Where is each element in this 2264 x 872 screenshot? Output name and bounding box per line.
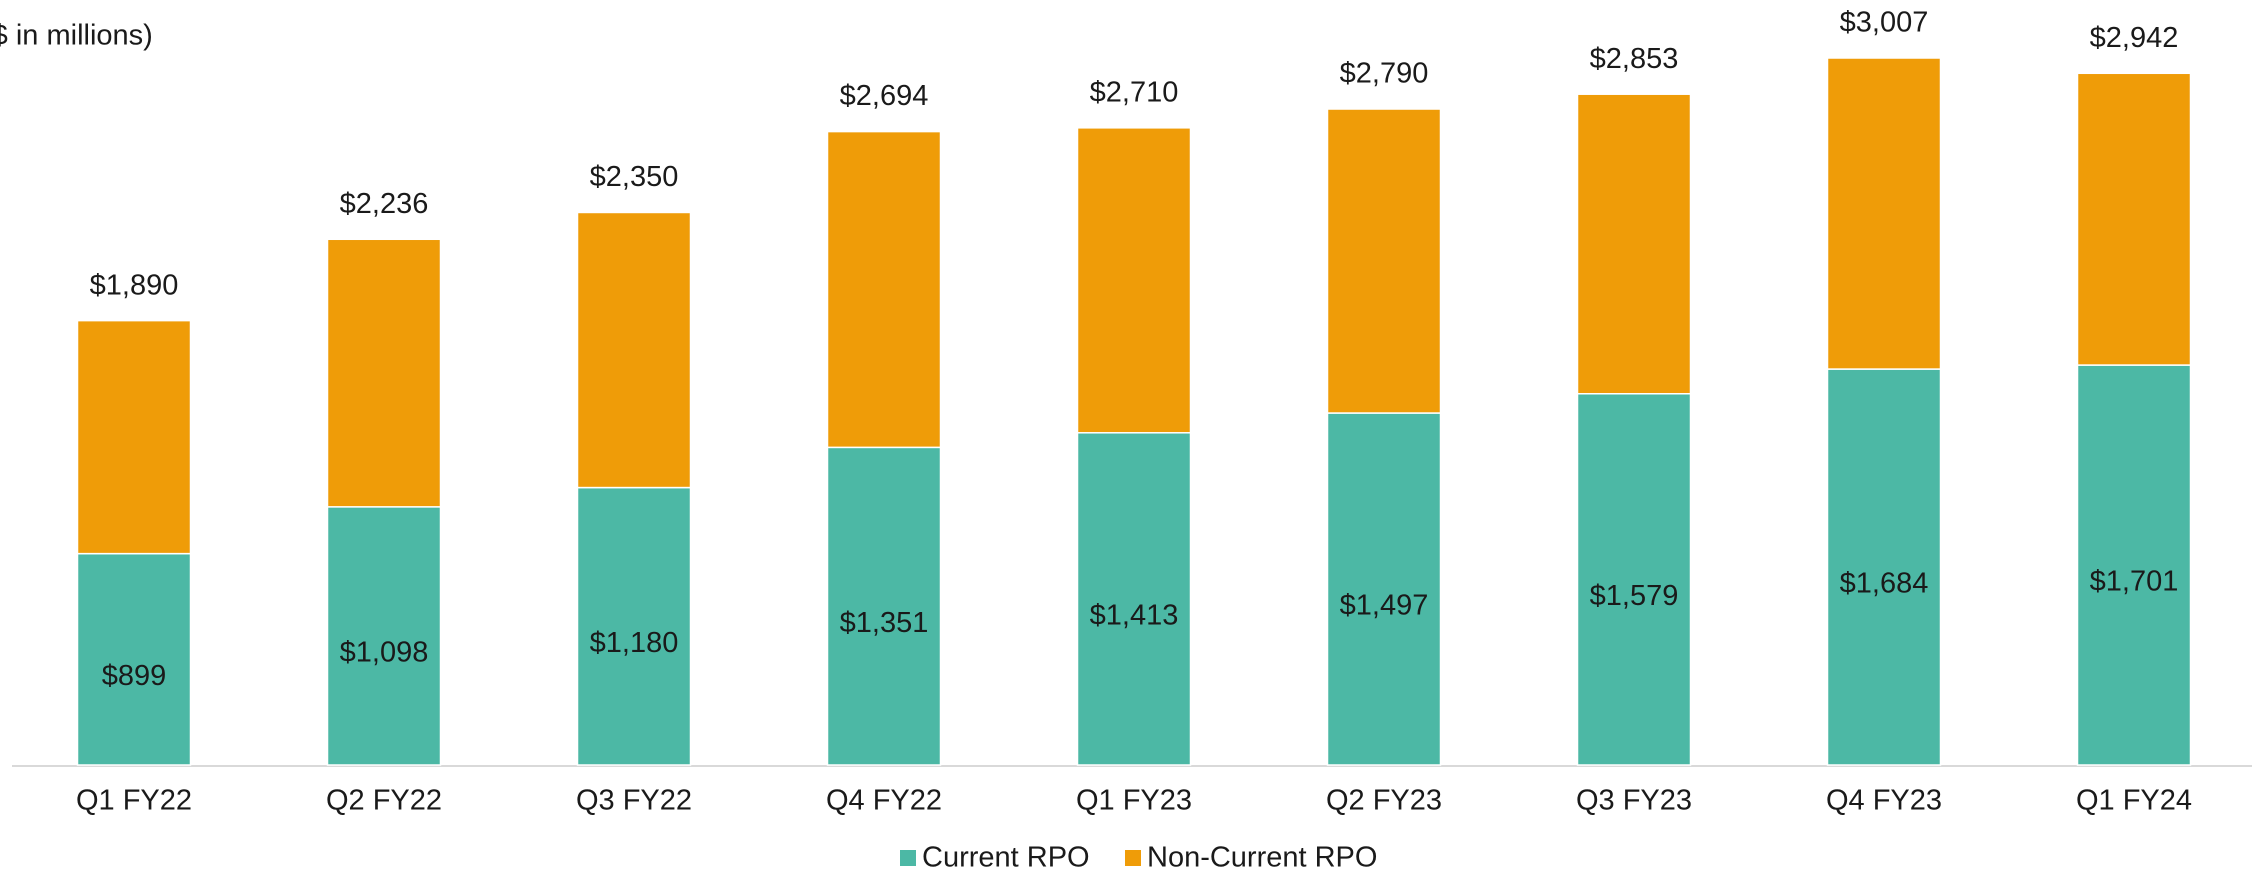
data-label: $1,351 bbox=[840, 607, 929, 639]
x-tick-label: Q3 FY23 bbox=[1576, 785, 1692, 817]
total-label: $2,710 bbox=[1090, 76, 1179, 108]
x-tick-label: Q4 FY23 bbox=[1826, 785, 1942, 817]
x-tick-label: Q3 FY22 bbox=[576, 785, 692, 817]
data-label: $1,098 bbox=[340, 637, 429, 669]
data-label: $1,180 bbox=[590, 627, 679, 659]
total-label: $2,790 bbox=[1340, 58, 1429, 90]
bar-segment bbox=[2076, 364, 2192, 766]
total-label: $3,007 bbox=[1840, 7, 1929, 39]
legend-label: Current RPO bbox=[922, 842, 1090, 872]
total-label: $2,942 bbox=[2090, 22, 2179, 54]
data-label: $1,413 bbox=[1090, 600, 1179, 632]
data-label: $1,497 bbox=[1340, 590, 1429, 622]
bar-segment bbox=[1076, 127, 1192, 434]
data-label: $1,684 bbox=[1840, 568, 1929, 600]
bar-segment bbox=[1326, 412, 1442, 766]
x-tick-label: Q2 FY23 bbox=[1326, 785, 1442, 817]
bar-segment bbox=[576, 211, 692, 489]
bar-segment bbox=[1826, 57, 1942, 370]
data-label: $1,579 bbox=[1590, 580, 1679, 612]
total-label: $2,853 bbox=[1590, 43, 1679, 75]
bar-segment bbox=[1576, 93, 1692, 395]
bar-segment bbox=[2076, 72, 2192, 366]
x-tick-label: Q1 FY24 bbox=[2076, 785, 2192, 817]
total-label: $2,350 bbox=[590, 161, 679, 193]
x-tick-label: Q4 FY22 bbox=[826, 785, 942, 817]
bar-segment bbox=[76, 319, 192, 555]
bar-segment bbox=[1576, 392, 1692, 766]
bar-segment bbox=[326, 506, 442, 766]
x-tick-label: Q2 FY22 bbox=[326, 785, 442, 817]
bar-segment bbox=[76, 552, 192, 766]
bar-segment bbox=[1326, 108, 1442, 414]
data-label: $1,701 bbox=[2090, 566, 2179, 598]
legend-swatch bbox=[1125, 850, 1141, 866]
chart-subtitle: ($ in millions) bbox=[0, 20, 153, 52]
data-label: $899 bbox=[102, 660, 167, 692]
legend-label: Non-Current RPO bbox=[1147, 842, 1377, 872]
bar-segment bbox=[1076, 432, 1192, 766]
bar-segment bbox=[826, 130, 942, 449]
bar-segment bbox=[826, 446, 942, 766]
x-tick-label: Q1 FY23 bbox=[1076, 785, 1192, 817]
legend-swatch bbox=[900, 850, 916, 866]
total-label: $1,890 bbox=[90, 269, 179, 301]
total-label: $2,236 bbox=[340, 188, 429, 220]
bar-segment bbox=[326, 238, 442, 508]
bar-segment bbox=[1826, 368, 1942, 766]
x-tick-label: Q1 FY22 bbox=[76, 785, 192, 817]
total-label: $2,694 bbox=[840, 80, 929, 112]
